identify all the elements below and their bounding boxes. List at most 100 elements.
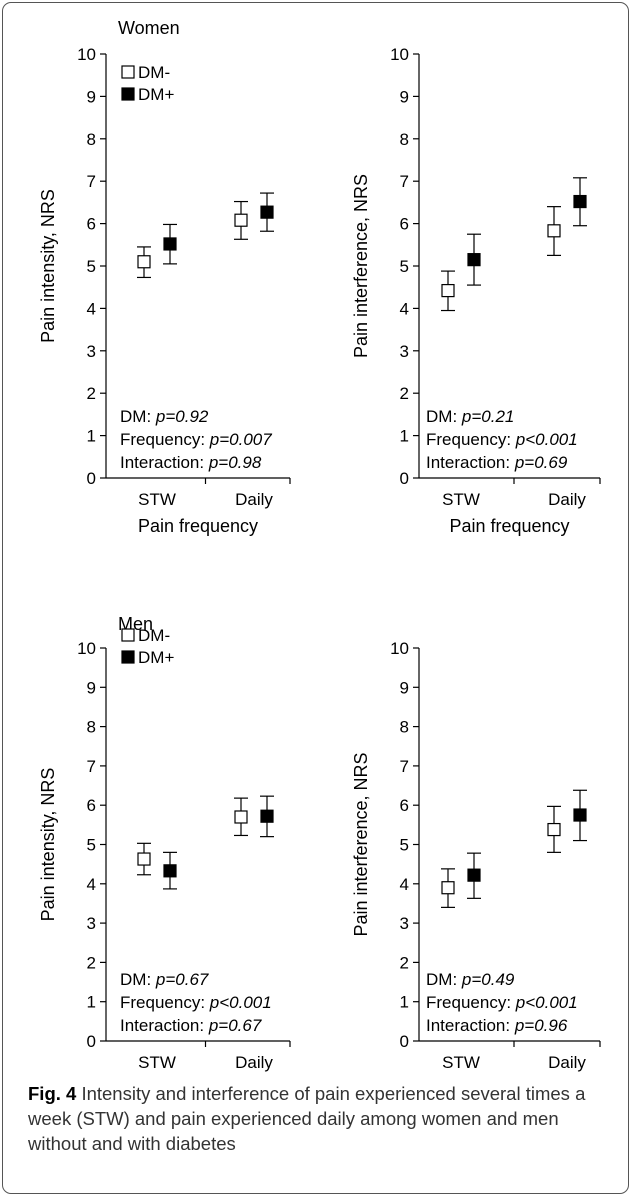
y-tick-label: 4 (400, 299, 409, 318)
y-tick-label: 9 (87, 87, 96, 106)
stat-line: Frequency: p=0.007 (120, 430, 272, 449)
data-point-dm-plus (163, 237, 177, 251)
y-tick-label: 9 (400, 87, 409, 106)
data-point-dm-minus (441, 881, 455, 895)
panel-title: Women (118, 18, 180, 38)
stat-line: DM: p=0.49 (426, 970, 515, 989)
x-axis-title: Pain frequency (138, 516, 258, 536)
data-point-dm-plus (260, 809, 274, 823)
data-point-dm-plus (573, 808, 587, 822)
y-tick-label: 4 (400, 875, 409, 894)
y-tick-label: 2 (400, 953, 409, 972)
y-tick-label: 5 (87, 257, 96, 276)
y-tick-label: 7 (400, 172, 409, 191)
stat-value: p<0.001 (209, 993, 272, 1012)
data-point-dm-minus (234, 810, 248, 824)
stat-label: Interaction: (120, 453, 209, 472)
x-tick-label: STW (442, 1053, 480, 1072)
data-point-dm-plus (260, 205, 274, 219)
stat-value: p=0.92 (155, 407, 209, 426)
y-tick-label: 3 (400, 342, 409, 361)
stat-value: p=0.67 (208, 1016, 262, 1035)
y-tick-label: 10 (390, 45, 409, 64)
x-tick-label: Daily (235, 490, 273, 509)
y-axis-title: Pain intensity, NRS (38, 768, 58, 922)
y-tick-label: 3 (87, 342, 96, 361)
chart-panel-2: 0 1 2 3 4 5 6 7 8 9 10 STW Daily Pain frequency Pain i… (351, 45, 601, 536)
stat-value: p=0.21 (461, 407, 514, 426)
y-tick-label: 5 (400, 836, 409, 855)
y-tick-label: 2 (87, 953, 96, 972)
x-axis-title: Pain frequency (449, 516, 569, 536)
y-tick-label: 4 (87, 875, 96, 894)
y-tick-label: 0 (400, 469, 409, 488)
y-tick-label: 0 (87, 1032, 96, 1051)
legend-label: DM+ (138, 648, 174, 667)
x-tick-label: Daily (548, 490, 586, 509)
y-tick-label: 1 (400, 993, 409, 1012)
y-tick-label: 5 (87, 836, 96, 855)
data-point-dm-minus (137, 255, 151, 269)
stat-line: DM: p=0.92 (120, 407, 209, 426)
stat-line: Frequency: p<0.001 (426, 430, 578, 449)
y-tick-label: 8 (400, 130, 409, 149)
caption-label: Fig. 4 (28, 1083, 77, 1104)
y-tick-label: 4 (87, 299, 96, 318)
x-tick-label: STW (138, 490, 176, 509)
y-tick-label: 2 (87, 384, 96, 403)
data-point-dm-plus (467, 868, 481, 882)
data-point-dm-minus (137, 852, 151, 866)
legend-marker-open-square (121, 628, 135, 642)
stat-label: DM: (426, 970, 462, 989)
y-tick-label: 1 (87, 993, 96, 1012)
y-tick-label: 9 (400, 678, 409, 697)
y-tick-label: 10 (390, 639, 409, 658)
stat-value: p=0.98 (208, 453, 262, 472)
y-axis-title: Pain intensity, NRS (38, 189, 58, 343)
stat-label: Frequency: (426, 993, 516, 1012)
y-tick-label: 7 (87, 172, 96, 191)
y-tick-label: 7 (400, 757, 409, 776)
y-tick-label: 1 (400, 427, 409, 446)
y-tick-label: 0 (87, 469, 96, 488)
stat-label: DM: (120, 970, 156, 989)
y-tick-label: 10 (77, 639, 96, 658)
stat-line: Interaction: p=0.98 (120, 453, 262, 472)
y-tick-label: 6 (400, 215, 409, 234)
y-tick-label: 7 (87, 757, 96, 776)
stat-value: p=0.96 (514, 1016, 568, 1035)
y-tick-label: 1 (87, 427, 96, 446)
x-tick-label: STW (138, 1053, 176, 1072)
data-point-dm-minus (234, 213, 248, 227)
legend-label: DM- (138, 626, 170, 645)
legend-marker-open-square (121, 65, 135, 79)
y-axis-title: Pain interference, NRS (351, 174, 371, 358)
y-axis-title: Pain interference, NRS (351, 752, 371, 936)
y-tick-label: 8 (87, 718, 96, 737)
stat-line: Interaction: p=0.96 (426, 1016, 568, 1035)
stat-value: p=0.69 (514, 453, 568, 472)
stat-label: Interaction: (426, 453, 515, 472)
y-tick-label: 3 (87, 914, 96, 933)
y-tick-label: 5 (400, 257, 409, 276)
x-tick-label: STW (442, 490, 480, 509)
legend-marker-filled-square (121, 87, 135, 101)
y-tick-label: 10 (77, 45, 96, 64)
stat-line: Interaction: p=0.69 (426, 453, 568, 472)
stat-label: DM: (120, 407, 156, 426)
stat-line: DM: p=0.67 (120, 970, 209, 989)
stat-line: Frequency: p<0.001 (120, 993, 272, 1012)
y-tick-label: 6 (87, 215, 96, 234)
x-tick-label: Daily (235, 1053, 273, 1072)
stat-value: p=0.67 (155, 970, 209, 989)
y-tick-label: 9 (87, 678, 96, 697)
legend-marker-filled-square (121, 650, 135, 664)
stat-line: Interaction: p=0.67 (120, 1016, 262, 1035)
y-tick-label: 8 (87, 130, 96, 149)
data-point-dm-plus (467, 253, 481, 267)
data-point-dm-minus (547, 224, 561, 238)
stat-value: p<0.001 (515, 430, 578, 449)
